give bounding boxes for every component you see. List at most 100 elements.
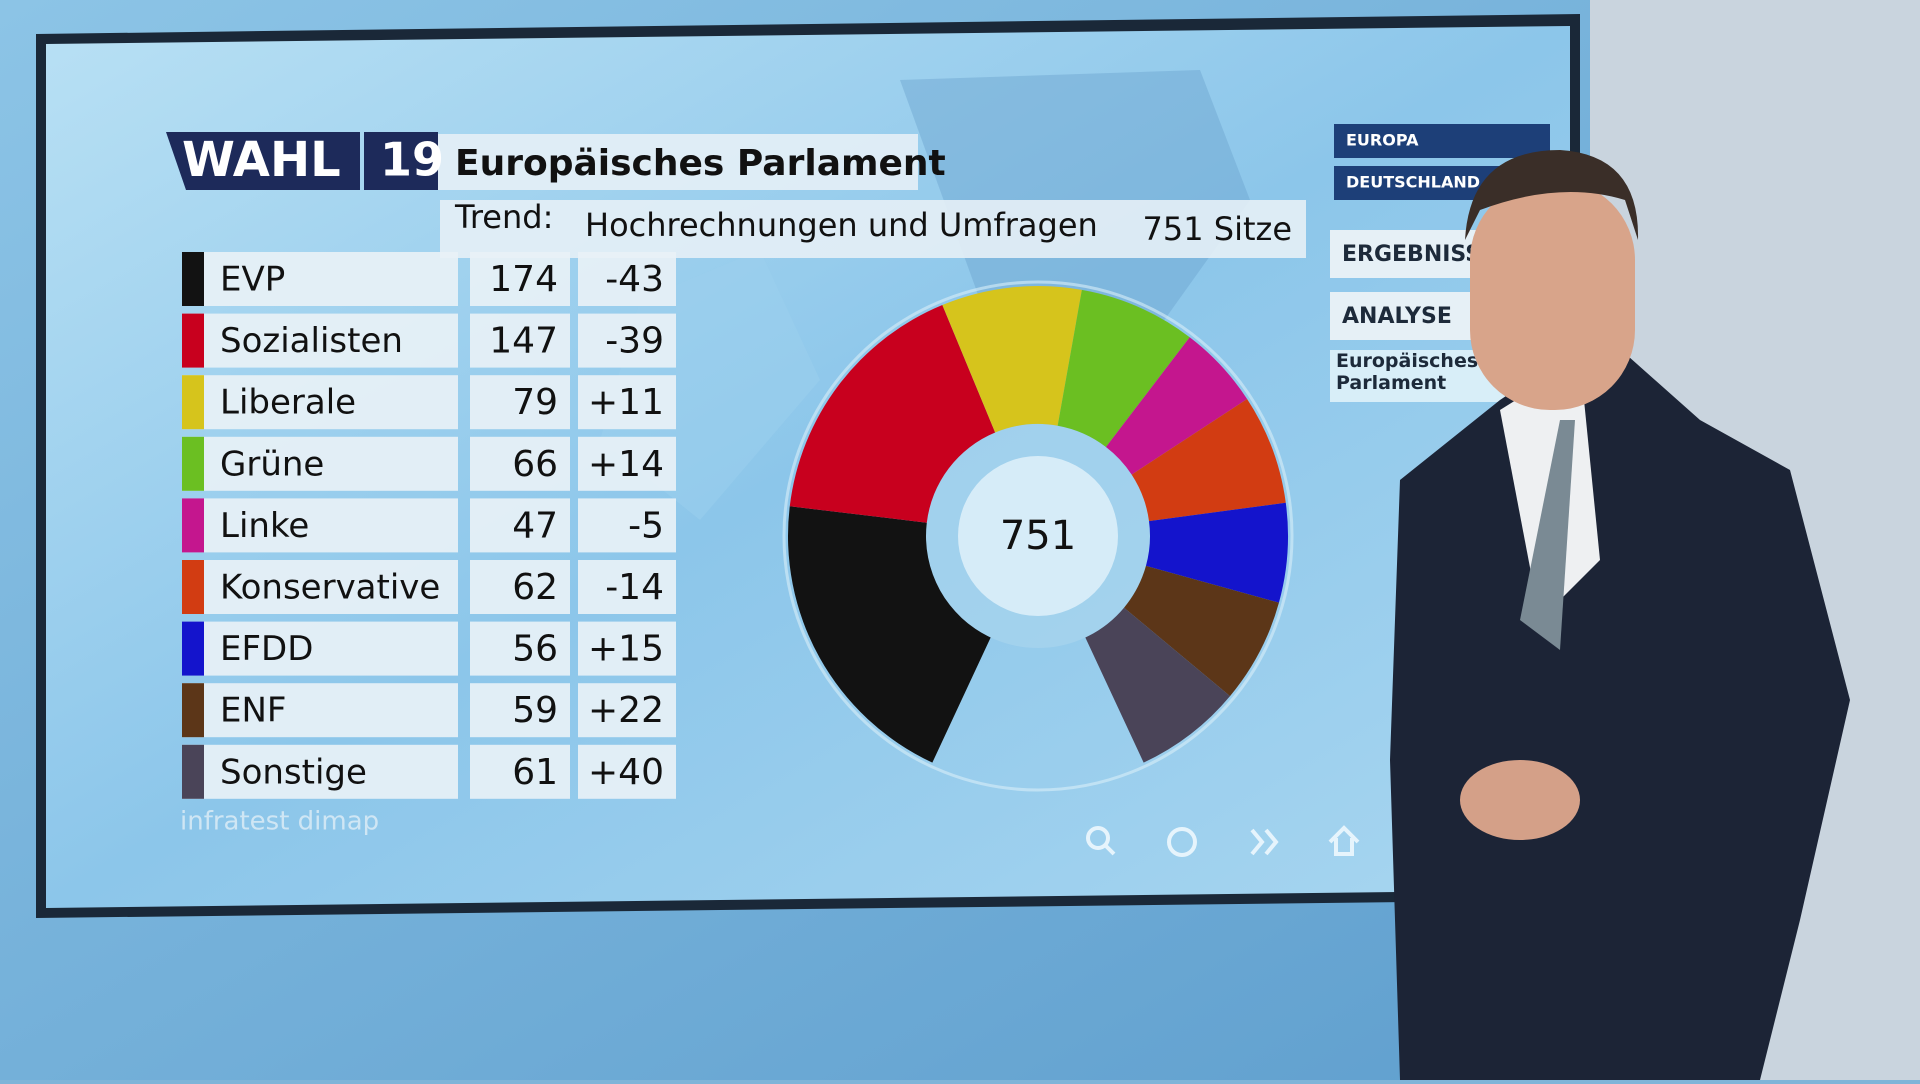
seats-cell bbox=[470, 252, 570, 306]
name-cell bbox=[182, 252, 458, 306]
party-name: Sonstige bbox=[220, 752, 367, 792]
seats-value: 79 bbox=[512, 382, 558, 423]
name-cell bbox=[182, 621, 458, 676]
donut-segment bbox=[1124, 565, 1279, 697]
nav-button[interactable] bbox=[1334, 124, 1550, 158]
name-cell bbox=[182, 560, 458, 614]
change-value: +11 bbox=[588, 382, 664, 423]
change-cell bbox=[578, 744, 676, 799]
nav-label: EUROPA bbox=[1346, 131, 1419, 150]
party-color bbox=[182, 436, 204, 491]
party-name: Liberale bbox=[220, 383, 356, 423]
title-box bbox=[438, 134, 918, 190]
change-cell bbox=[578, 498, 676, 553]
donut-segment bbox=[1105, 337, 1248, 475]
chart: EVP 174 -43 Sozialisten 147 -39 Liberale 79 +11 G… bbox=[182, 252, 1294, 799]
donut-segment bbox=[1057, 289, 1190, 447]
name-cell bbox=[182, 744, 458, 799]
donut-segment bbox=[788, 506, 991, 763]
party-name: Sozialisten bbox=[220, 321, 403, 361]
change-cell bbox=[578, 683, 676, 738]
change-cell bbox=[578, 375, 676, 430]
toolbar bbox=[1086, 825, 1360, 857]
name-cell bbox=[182, 375, 458, 430]
party-name: Linke bbox=[220, 506, 309, 546]
change-cell bbox=[578, 252, 676, 306]
party-color bbox=[182, 375, 204, 430]
subtitle: Trend: bbox=[454, 198, 553, 236]
donut-segment bbox=[789, 305, 996, 523]
donut-segment bbox=[1131, 398, 1286, 522]
party-color bbox=[182, 252, 204, 306]
party-name: EFDD bbox=[220, 629, 313, 669]
nav-label-wrap: Europäisches Parlament bbox=[1336, 350, 1479, 394]
presenter bbox=[1390, 150, 1850, 1080]
seats-cell bbox=[470, 436, 570, 491]
change-value: +40 bbox=[588, 752, 664, 793]
seats-value: 56 bbox=[512, 629, 558, 670]
change-cell bbox=[578, 621, 676, 676]
party-name: ENF bbox=[220, 691, 286, 731]
brand-year-box bbox=[364, 132, 438, 190]
party-color bbox=[182, 683, 204, 738]
change-cell bbox=[578, 313, 676, 368]
donut-segment bbox=[942, 286, 1082, 433]
forward-icon[interactable] bbox=[1250, 828, 1279, 856]
seats-value: 47 bbox=[512, 505, 558, 546]
brand: WAHL bbox=[182, 132, 341, 188]
party-color bbox=[182, 744, 204, 799]
home-icon[interactable] bbox=[1328, 825, 1360, 856]
nav-label: Europäisches Parlament bbox=[1336, 350, 1479, 394]
change-cell bbox=[578, 560, 676, 614]
party-color bbox=[182, 498, 204, 553]
seats-value: 61 bbox=[512, 752, 558, 793]
name-cell bbox=[182, 498, 458, 553]
seats-value: 59 bbox=[512, 690, 558, 731]
target-icon[interactable] bbox=[1167, 827, 1197, 857]
change-cell bbox=[578, 436, 676, 491]
change-value: -43 bbox=[605, 259, 664, 300]
party-color bbox=[182, 560, 204, 614]
donut-segment bbox=[1085, 607, 1231, 763]
donut-segment bbox=[1145, 502, 1288, 603]
chart-title: Europäisches Parlament bbox=[455, 143, 946, 184]
seats-value: 147 bbox=[489, 321, 558, 362]
seats-cell bbox=[470, 313, 570, 368]
seats-cell bbox=[470, 621, 570, 676]
donut-rim bbox=[782, 280, 1294, 792]
name-cell bbox=[182, 313, 458, 368]
party-color bbox=[182, 621, 204, 676]
seats-cell bbox=[470, 744, 570, 799]
search-icon[interactable] bbox=[1086, 826, 1110, 850]
donut-center bbox=[958, 456, 1118, 616]
brand-year: 19 bbox=[380, 133, 444, 187]
seats-value: 66 bbox=[512, 444, 558, 485]
nav-label: ERGEBNISS bbox=[1342, 242, 1481, 267]
subtitle-detail: Hochrechnungen und Umfragen bbox=[585, 206, 1098, 244]
seats-cell bbox=[470, 375, 570, 430]
seats-value: 62 bbox=[512, 567, 558, 608]
seats-value: 174 bbox=[489, 259, 558, 300]
party-name: Konservative bbox=[220, 568, 440, 608]
party-name: Grüne bbox=[220, 444, 324, 484]
change-value: +15 bbox=[588, 629, 664, 670]
party-color bbox=[182, 313, 204, 368]
nav-label: ANALYSE bbox=[1342, 304, 1452, 329]
donut-total: 751 bbox=[1000, 513, 1076, 559]
change-value: -39 bbox=[605, 321, 664, 362]
nav-label: DEUTSCHLAND bbox=[1346, 173, 1480, 192]
party-name: EVP bbox=[220, 260, 285, 300]
change-value: +14 bbox=[588, 444, 664, 485]
change-value: +22 bbox=[588, 690, 664, 731]
change-value: -5 bbox=[628, 505, 664, 546]
name-cell bbox=[182, 683, 458, 738]
seats-label: 751 Sitze bbox=[1143, 210, 1292, 248]
seats-cell bbox=[470, 560, 570, 614]
source: infratest dimap bbox=[180, 807, 379, 837]
change-value: -14 bbox=[605, 567, 664, 608]
name-cell bbox=[182, 436, 458, 491]
seats-cell bbox=[470, 683, 570, 738]
seats-cell bbox=[470, 498, 570, 553]
